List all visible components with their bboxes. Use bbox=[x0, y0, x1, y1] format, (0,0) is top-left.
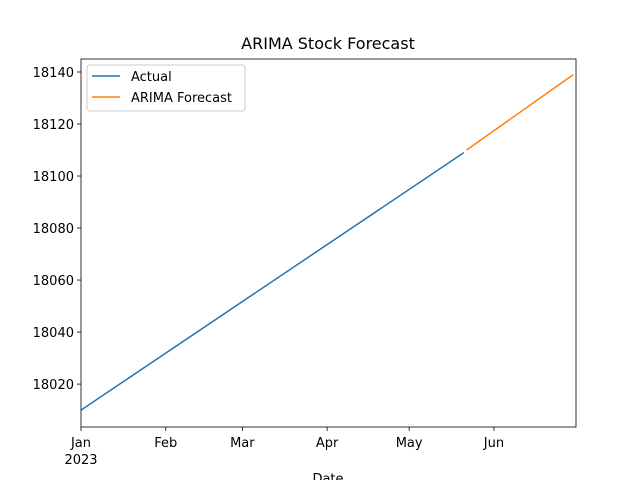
legend-box bbox=[86, 64, 246, 112]
axes-frame bbox=[80, 58, 577, 428]
y-tick-label: 18020 bbox=[33, 378, 74, 393]
x-tick-label: Feb bbox=[154, 436, 177, 451]
x-tick-label: Jan bbox=[70, 436, 91, 451]
y-tick-label: 18080 bbox=[33, 222, 74, 237]
y-tick-label: 18060 bbox=[33, 274, 74, 289]
y-tick-label: 18140 bbox=[33, 66, 74, 81]
y-tick-label: 18120 bbox=[33, 118, 74, 133]
legend-label: Actual bbox=[131, 70, 172, 85]
x-tick-label: Mar bbox=[230, 436, 255, 451]
x-tick-label: Apr bbox=[316, 436, 339, 451]
data-line bbox=[466, 73, 574, 151]
chart-title: ARIMA Stock Forecast bbox=[241, 34, 415, 53]
x-tick-sublabel: 2023 bbox=[64, 453, 97, 468]
data-line bbox=[80, 152, 465, 411]
x-axis-label: Date bbox=[312, 472, 343, 480]
x-tick-label: Jun bbox=[483, 436, 504, 451]
y-tick-label: 18100 bbox=[33, 170, 74, 185]
legend-label: ARIMA Forecast bbox=[131, 91, 232, 106]
y-tick-label: 18040 bbox=[33, 326, 74, 341]
x-tick-label: May bbox=[396, 436, 423, 451]
